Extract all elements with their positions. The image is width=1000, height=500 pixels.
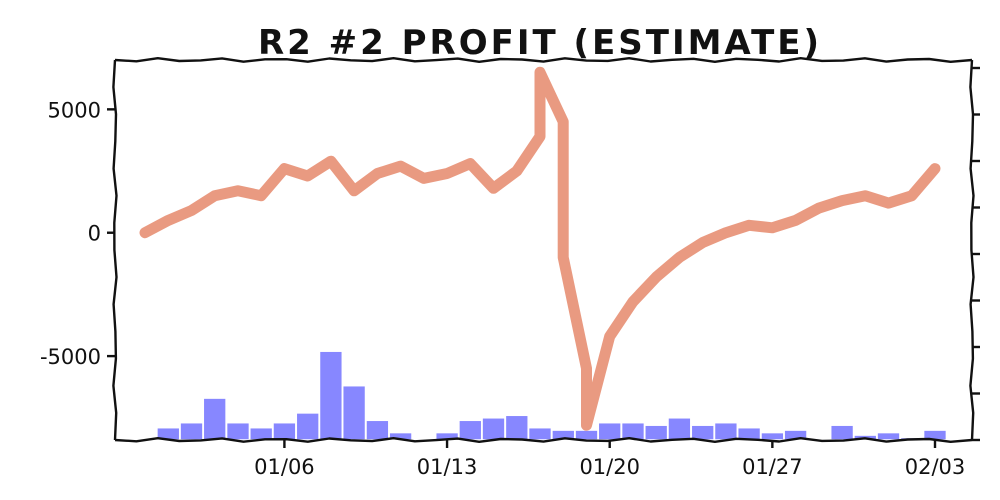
- volume-bar: [318, 350, 344, 441]
- volume-bar: [202, 397, 227, 441]
- volume-bar: [504, 414, 529, 441]
- volume-bar: [179, 421, 204, 441]
- axes: [112, 57, 975, 443]
- volume-bar: [341, 384, 367, 441]
- y-axis-line: [112, 59, 118, 441]
- x-tick-label: 01/13: [417, 455, 478, 479]
- x-axis-ticks: 01/06 01/13 01/20 01/27 02/03: [254, 440, 965, 479]
- volume-bar: [644, 424, 669, 441]
- volume-bar: [295, 412, 320, 441]
- x-tick-label: 01/20: [579, 455, 640, 479]
- volume-bar: [597, 421, 622, 441]
- y-tick-label: 0: [88, 222, 101, 246]
- volume-bar: [481, 417, 506, 441]
- volume-bar: [225, 421, 251, 441]
- right-axis-ticks: [972, 66, 980, 442]
- volume-bar: [667, 417, 692, 441]
- x-tick-label: 01/27: [742, 455, 803, 479]
- volume-bar: [527, 426, 553, 441]
- x-tick-label: 02/03: [905, 455, 966, 479]
- volume-bar: [876, 431, 901, 441]
- x-tick-label: 01/06: [254, 455, 315, 479]
- top-axis-line: [114, 57, 973, 63]
- profit-line: [139, 66, 941, 431]
- volume-bar: [272, 421, 297, 441]
- volume-bars: [156, 350, 948, 441]
- volume-bar: [760, 431, 785, 441]
- volume-bar: [365, 419, 390, 441]
- y-tick-label: -5000: [40, 345, 101, 369]
- volume-bar: [620, 421, 646, 441]
- y-axis-ticks: -5000 0 5000: [40, 98, 115, 369]
- volume-bar: [713, 421, 739, 441]
- right-axis-line: [969, 59, 975, 441]
- profit-series: [139, 66, 941, 431]
- volume-bar: [574, 429, 599, 441]
- volume-bar: [829, 424, 855, 441]
- volume-bar: [458, 419, 483, 441]
- x-axis-line: [114, 437, 973, 443]
- y-tick-label: 5000: [48, 98, 101, 122]
- chart-title: R2 #2 PROFIT (ESTIMATE): [258, 23, 822, 63]
